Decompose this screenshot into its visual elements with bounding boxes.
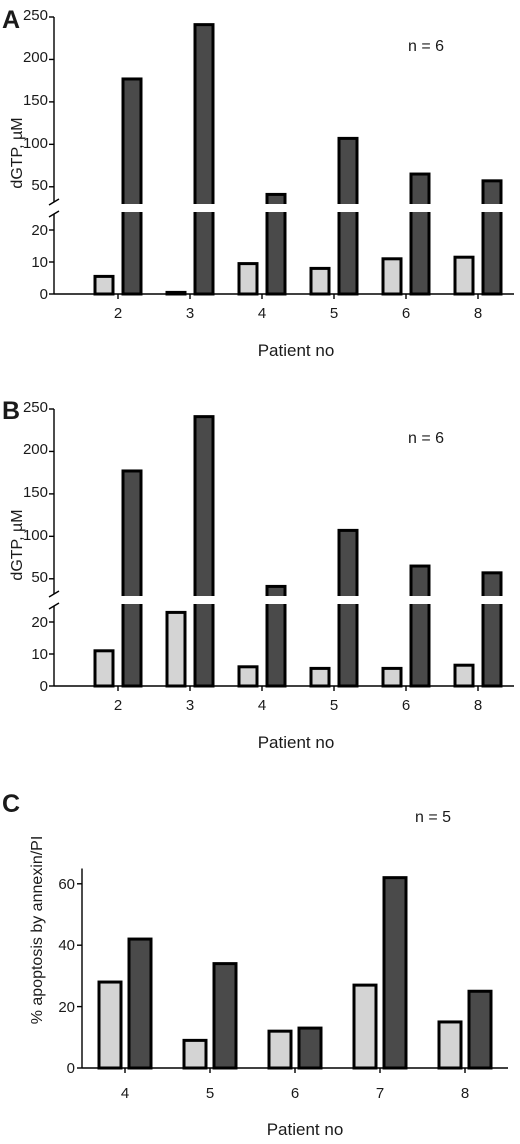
panel-a-bar-light-4	[237, 262, 259, 296]
panel-a-bar-light-5	[309, 266, 331, 296]
panel-b-bar-dark-5	[337, 528, 359, 688]
panel-a-xtick-3: 3	[186, 305, 194, 322]
panel-c-xtick-6: 6	[291, 1085, 299, 1102]
panel-b-ytick-20: 20	[31, 614, 48, 631]
panel-b-bar-light-3	[165, 610, 187, 688]
panel-b-n-label: n = 6	[408, 430, 444, 447]
panel-c-ytick-60: 60	[58, 876, 75, 893]
panel-a-bar-dark-2	[121, 77, 143, 296]
panel-a-ytick-150: 150	[23, 92, 48, 109]
panel-b-ytick-200: 200	[23, 441, 48, 458]
panel-a-xtick-8: 8	[474, 305, 482, 322]
panel-a-y-axis-title: dGTP, µM	[9, 117, 26, 188]
panel-a-break-mark-bottom	[48, 210, 60, 218]
panel-b-break-mark-bottom	[48, 602, 60, 610]
panel-a-letter: A	[2, 6, 20, 34]
panel-c-xtick-7: 7	[376, 1085, 384, 1102]
panel-c-xtick-5: 5	[206, 1085, 214, 1102]
panel-c-bar-light-5	[182, 1038, 208, 1070]
panel-b-ytick-10: 10	[31, 646, 48, 663]
panel-a-ytick-0: 0	[40, 286, 48, 303]
panel-b-break-mark-top	[48, 590, 60, 598]
panel-a-bar-dark-8	[481, 179, 503, 296]
panel-a-x-axis-title: Patient no	[258, 341, 335, 360]
panel-a-ytick-250: 250	[23, 7, 48, 24]
panel-b-xtick-4: 4	[258, 697, 266, 714]
panel-c-xtick-8: 8	[461, 1085, 469, 1102]
panel-b-bar-light-2	[93, 649, 115, 688]
panel-c-bar-dark-5	[212, 962, 238, 1070]
panel-b-xtick-8: 8	[474, 697, 482, 714]
panel-b-ytick-150: 150	[23, 484, 48, 501]
panel-c-bar-dark-8	[467, 989, 493, 1070]
panel-b-letter: B	[2, 397, 20, 425]
panel-b-ytick-250: 250	[23, 399, 48, 416]
panel-a-xtick-5: 5	[330, 305, 338, 322]
panel-b-axis-break-band	[56, 596, 516, 604]
panel-a-bar-light-8	[453, 255, 475, 296]
panel-c-ytick-40: 40	[58, 937, 75, 954]
panel-b-ytick-0: 0	[40, 678, 48, 695]
panel-a-bar-dark-5	[337, 136, 359, 296]
panel-b-bar-dark-8	[481, 571, 503, 688]
panel-c-y-axis-title: % apoptosis by annexin/PI	[29, 836, 46, 1025]
panel-a-bar-light-2	[93, 274, 115, 296]
panel-b-bar-light-8	[453, 663, 475, 688]
panel-b-xtick-2: 2	[114, 697, 122, 714]
panel-a-ytick-20: 20	[31, 222, 48, 239]
panel-c-bar-light-4	[97, 980, 123, 1070]
panel-a-xtick-4: 4	[258, 305, 266, 322]
panel-b-ytick-100: 100	[23, 527, 48, 544]
panel-b-x-axis-title: Patient no	[258, 733, 335, 752]
panel-a-bar-dark-6	[409, 172, 431, 296]
panel-a-ytick-100: 100	[23, 135, 48, 152]
panel-c-bar-light-6	[267, 1029, 293, 1070]
panel-c-n-label: n = 5	[415, 809, 451, 826]
panel-a-bar-light-6	[381, 257, 403, 296]
panel-c-bar-dark-7	[382, 876, 408, 1070]
panel-a: A n = 6 dGTP, µM Patient no 0 10 20 50 1…	[2, 6, 516, 360]
panel-a-xtick-2: 2	[114, 305, 122, 322]
panel-a-break-mark-top	[48, 198, 60, 206]
panel-b-y-axis-title: dGTP, µM	[9, 509, 26, 580]
panel-b-xtick-6: 6	[402, 697, 410, 714]
panel-c-ytick-0: 0	[67, 1060, 75, 1077]
panel-b-bar-dark-6	[409, 564, 431, 688]
panel-c-bar-light-8	[437, 1020, 463, 1070]
panel-b-xtick-3: 3	[186, 697, 194, 714]
panel-a-bar-dark-3	[193, 23, 215, 296]
panel-b: B n = 6 dGTP, µM Patient no 0 10 20 50 1…	[2, 397, 516, 752]
panel-b-bar-dark-2	[121, 469, 143, 688]
panel-a-n-label: n = 6	[408, 38, 444, 55]
panel-c-bar-light-7	[352, 983, 378, 1070]
panel-a-ytick-10: 10	[31, 254, 48, 271]
panel-c-letter: C	[2, 790, 20, 818]
panel-c-bar-dark-6	[297, 1026, 323, 1070]
panel-c-ytick-20: 20	[58, 999, 75, 1016]
panel-b-xtick-5: 5	[330, 697, 338, 714]
panel-c-xtick-4: 4	[121, 1085, 129, 1102]
panel-c: C n = 5 % apoptosis by annexin/PI Patien…	[2, 790, 508, 1139]
panel-c-bar-dark-4	[127, 937, 153, 1070]
panel-b-bar-light-4	[237, 665, 259, 688]
panel-a-xtick-6: 6	[402, 305, 410, 322]
panel-b-bar-light-6	[381, 666, 403, 688]
panel-c-x-axis-title: Patient no	[267, 1120, 344, 1139]
panel-a-axis-break-band	[56, 204, 516, 212]
panel-b-bar-light-5	[309, 666, 331, 688]
panel-b-ytick-50: 50	[31, 569, 48, 586]
panel-a-ytick-50: 50	[31, 177, 48, 194]
panel-a-ytick-200: 200	[23, 49, 48, 66]
panel-b-bar-dark-3	[193, 415, 215, 688]
